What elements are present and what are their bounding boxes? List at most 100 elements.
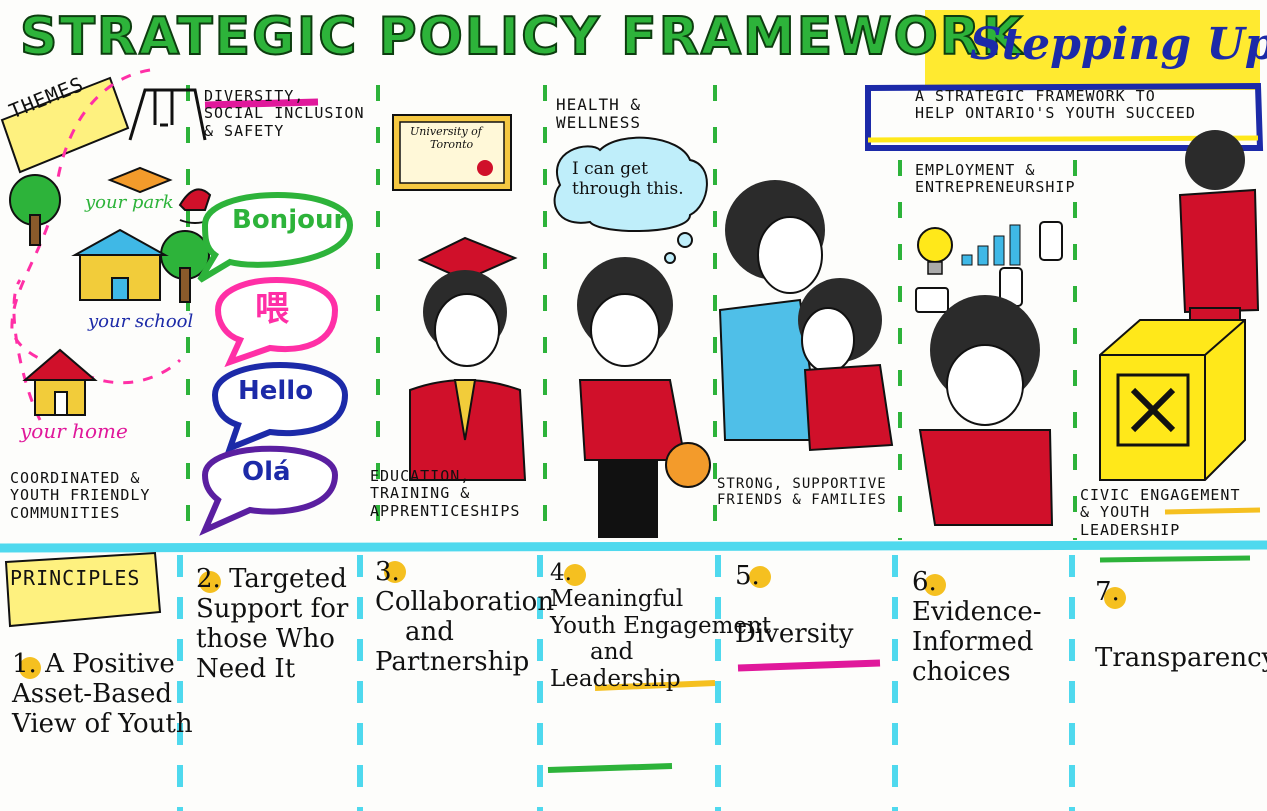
theme-line: LEADERSHIP (1080, 520, 1181, 539)
principle-line: Transparency (1095, 642, 1267, 673)
parent-child-figure (718, 180, 894, 452)
brand-title: Stepping Up (970, 19, 1267, 70)
diploma-line: University of (410, 125, 482, 138)
diploma-icon (392, 114, 512, 191)
theme-line: APPRENTICESHIPS (370, 501, 521, 520)
theme-diversity: DIVERSITY, SOCIAL INCLUSION & SAFETY (204, 87, 365, 140)
diploma-text: University of Toronto (410, 125, 482, 151)
principle-line: choices (912, 656, 1011, 687)
theme-friends: STRONG, SUPPORTIVE FRIENDS & FAMILIES (717, 476, 887, 508)
principle-line: Collaboration (375, 586, 555, 617)
cyan-horizontal-divider (0, 540, 1267, 553)
park-label: your park (85, 192, 174, 213)
principle-line: A Positive (45, 649, 175, 679)
principle-number: 6. (912, 567, 937, 597)
principles-label: PRINCIPLES (10, 566, 141, 590)
principle-line: Informed (912, 626, 1034, 657)
theme-coordinated: COORDINATED & YOUTH FRIENDLY COMMUNITIES (10, 469, 150, 522)
theme-line: WELLNESS (556, 113, 642, 133)
greeting-french: Bonjour (232, 205, 347, 235)
theme-education: EDUCATION, TRAINING & APPRENTICESHIPS (370, 467, 521, 520)
principles-label-box (4, 551, 162, 628)
principle-line: those Who (196, 623, 335, 654)
ballot-box-icon (1099, 319, 1246, 481)
theme-line: EMPLOYMENT & (915, 161, 1036, 179)
theme-line: CIVIC ENGAGEMENT (1080, 486, 1241, 504)
principle-number: 3. (375, 557, 400, 587)
principle-6: 6. Evidence- Informed choices (912, 567, 1042, 688)
principle-1: 1. A Positive Asset-Based View of Youth (12, 649, 193, 740)
principle-3: 3. Collaboration and Partnership (375, 557, 555, 678)
theme-civic: CIVIC ENGAGEMENT & YOUTH LEADERSHIP (1080, 486, 1241, 539)
civic-highlight-2 (1099, 555, 1251, 563)
diversity-theme-highlight (204, 98, 319, 109)
principle-line: Asset-Based (12, 678, 173, 709)
principle-line: and (590, 639, 634, 666)
principle-number: 7. (1095, 577, 1120, 607)
swing-set-icon (128, 88, 207, 141)
graduate-figure (409, 236, 527, 481)
subtitle-underline (867, 135, 1259, 143)
principle-dividers (177, 555, 1075, 811)
principle-line: Support for (196, 593, 349, 624)
page-title: STRATEGIC POLICY FRAMEWORK (19, 6, 1025, 68)
principle-line: and (405, 616, 454, 647)
theme-health: HEALTH & WELLNESS (556, 95, 642, 133)
principle-line: Meaningful (550, 586, 684, 613)
greeting-portuguese: Olá (242, 457, 291, 487)
theme-line: EDUCATION, (370, 467, 471, 485)
sandbox-icon (107, 166, 173, 194)
principle-number: 5. (735, 561, 760, 591)
brand-highlight (925, 10, 1260, 90)
theme-line: HEALTH & (556, 95, 642, 114)
theme-line: & SAFETY (204, 121, 285, 140)
principle-number: 2. (196, 564, 221, 594)
speech-bubbles (197, 192, 354, 536)
leadership-highlight (547, 763, 673, 773)
thought-line: through this. (572, 178, 684, 199)
principle-line: Partnership (375, 646, 530, 677)
theme-line: & YOUTH (1080, 503, 1151, 522)
thought-bubble (553, 136, 708, 264)
basketball-boy-figure (577, 257, 711, 538)
subtitle-line: A STRATEGIC FRAMEWORK TO (915, 87, 1156, 105)
theme-line: ENTREPRENEURSHIP (915, 178, 1076, 197)
principle-4: 4. Meaningful Youth Engagement and Leade… (550, 560, 771, 692)
thought-line: I can get (572, 159, 648, 179)
principle-line: View of Youth (12, 708, 193, 739)
school-icon (71, 228, 169, 301)
theme-line: TRAINING & (370, 484, 471, 503)
thought-text: I can get through this. (572, 159, 684, 199)
principle-number: 4. (550, 560, 572, 586)
community-path (10, 68, 182, 421)
diversity-highlight (737, 659, 881, 672)
subtitle-box (865, 82, 1264, 151)
voter-figure (1178, 130, 1260, 329)
theme-line: FRIENDS & FAMILIES (717, 492, 887, 509)
theme-line: DIVERSITY, (204, 87, 305, 105)
principle-line: Diversity (735, 618, 854, 649)
engagement-highlight (594, 680, 716, 691)
greeting-english: Hello (238, 376, 314, 406)
thinking-boy-figure (918, 295, 1054, 526)
theme-line: SOCIAL INCLUSION (204, 104, 365, 123)
principle-5: 5. Diversity (735, 561, 854, 650)
tree-icon-right (160, 230, 210, 303)
house-icon (22, 348, 98, 416)
principle-number: 1. (12, 649, 37, 679)
principle-number-marks (19, 561, 1126, 679)
theme-line: COORDINATED & (10, 469, 141, 487)
principle-line: Need It (196, 653, 296, 684)
theme-line: STRONG, SUPPORTIVE (717, 476, 887, 492)
greeting-chinese: 喂 (255, 289, 289, 329)
diploma-line: Toronto (430, 137, 474, 151)
employment-icons (915, 221, 1063, 313)
subtitle-line: HELP ONTARIO'S YOUTH SUCCEED (915, 104, 1196, 123)
subtitle: A STRATEGIC FRAMEWORK TO HELP ONTARIO'S … (915, 87, 1196, 123)
principle-line: Targeted (229, 564, 347, 594)
principle-line: Evidence- (912, 596, 1042, 627)
column-dividers (186, 85, 1077, 540)
home-label: your home (20, 419, 128, 443)
